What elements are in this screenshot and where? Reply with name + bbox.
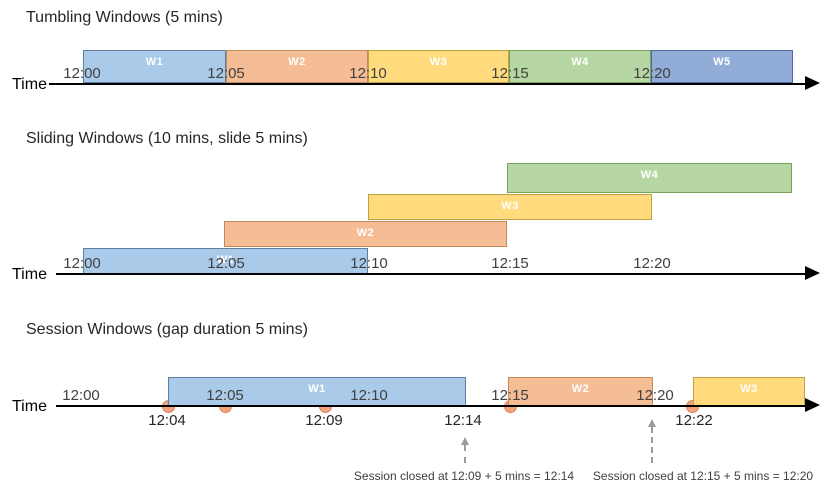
window-label: W4 xyxy=(640,169,659,181)
event-time-label: 12:09 xyxy=(305,412,343,429)
window-bar-w3: W3 xyxy=(368,194,652,220)
time-axis-line xyxy=(56,405,807,407)
window-label: W3 xyxy=(501,200,519,212)
window-label: W5 xyxy=(713,56,731,68)
tick-label: 12:20 xyxy=(633,65,671,82)
tick-label: 12:20 xyxy=(633,255,671,272)
event-time-label: 12:14 xyxy=(444,412,482,429)
tick-label: 12:00 xyxy=(63,255,101,272)
window-label: W1 xyxy=(216,254,235,266)
window-bar-w4: W4 xyxy=(509,50,651,83)
window-bar-w3: W3 xyxy=(368,50,509,83)
event-dot xyxy=(319,400,332,413)
tick-label: 12:05 xyxy=(207,255,245,272)
tick-label: 12:15 xyxy=(491,65,529,82)
window-bar-w2: W2 xyxy=(226,50,368,83)
tick-label: 12:10 xyxy=(350,255,388,272)
section-title: Session Windows (gap duration 5 mins) xyxy=(26,321,308,338)
window-bar-w4: W4 xyxy=(507,163,792,193)
window-label: W2 xyxy=(571,383,590,395)
time-axis-arrowhead-icon xyxy=(805,266,820,280)
window-bar-w3: W3 xyxy=(693,377,805,406)
tick-label: 12:15 xyxy=(491,255,529,272)
event-dot xyxy=(162,400,175,413)
tick-label: 12:15 xyxy=(491,387,529,404)
arrow-up-head-icon xyxy=(648,419,656,427)
window-label: W2 xyxy=(288,56,306,68)
time-axis-line xyxy=(49,83,807,85)
tick-label: 12:10 xyxy=(350,387,388,404)
tick-label: 12:20 xyxy=(636,387,674,404)
window-label: W1 xyxy=(145,56,164,68)
time-axis-label: Time xyxy=(12,266,47,283)
event-dot xyxy=(219,400,232,413)
time-axis-arrowhead-icon xyxy=(805,76,820,90)
dashed-arrow xyxy=(460,437,470,463)
arrow-shaft xyxy=(651,427,653,463)
tick-label: 12:00 xyxy=(63,65,101,82)
window-bar-w2: W2 xyxy=(224,221,507,247)
section-title: Tumbling Windows (5 mins) xyxy=(26,9,223,26)
time-axis-label: Time xyxy=(12,76,47,93)
window-bar-w1: W1 xyxy=(168,377,466,406)
section-title: Sliding Windows (10 mins, slide 5 mins) xyxy=(26,130,308,147)
arrow-shaft xyxy=(464,445,466,463)
window-bar-w1: W1 xyxy=(83,50,226,83)
window-bar-w2: W2 xyxy=(508,377,653,406)
window-bar-w5: W5 xyxy=(651,50,793,83)
dashed-arrow xyxy=(647,419,657,463)
tick-label: 12:05 xyxy=(207,65,245,82)
time-axis-arrowhead-icon xyxy=(805,398,820,412)
annotation-note: Session closed at 12:15 + 5 mins = 12:20 xyxy=(592,469,814,483)
window-label: W3 xyxy=(740,383,758,395)
window-label: W4 xyxy=(571,56,589,68)
window-label: W1 xyxy=(308,383,326,395)
tick-label: 12:05 xyxy=(206,387,244,404)
window-bar-w1: W1 xyxy=(83,248,368,274)
window-label: W2 xyxy=(356,227,375,239)
time-axis-label: Time xyxy=(12,398,47,415)
event-time-label: 12:04 xyxy=(148,412,186,429)
tick-label: 12:00 xyxy=(62,387,100,404)
time-axis-line xyxy=(56,273,807,275)
arrow-up-head-icon xyxy=(461,437,469,445)
event-dot xyxy=(686,400,699,413)
tick-label: 12:10 xyxy=(349,65,387,82)
event-time-label: 12:22 xyxy=(675,412,713,429)
window-label: W3 xyxy=(429,56,448,68)
event-dot xyxy=(504,400,517,413)
annotation-note: Session closed at 12:09 + 5 mins = 12:14 xyxy=(353,469,575,483)
